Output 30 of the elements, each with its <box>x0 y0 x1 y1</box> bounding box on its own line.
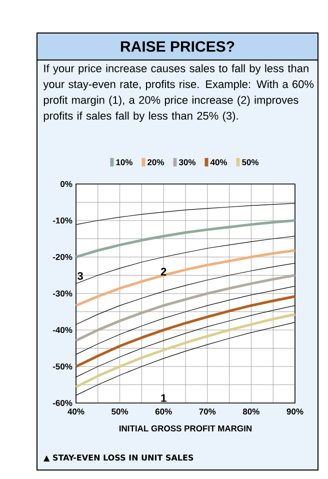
legend-label: 30% <box>178 159 196 166</box>
line-series <box>74 313 296 388</box>
text: ▲ STAY-EVEN LOSS IN UNIT SALES <box>44 454 194 462</box>
y-tick-label: -60% <box>52 400 72 406</box>
chart-title: RAISE PRICES? <box>120 41 234 52</box>
x-tick-label: 80% <box>242 408 260 415</box>
legend-label: 40% <box>210 159 228 166</box>
y-tick-label: -30% <box>52 290 72 297</box>
annotation: 1 <box>161 394 166 402</box>
y-tick-label: -20% <box>52 254 72 260</box>
line-series <box>74 249 296 307</box>
y-tick-label: -50% <box>52 363 72 370</box>
line-series <box>74 274 296 342</box>
line-series <box>74 219 296 258</box>
legend-label: 20% <box>148 159 164 166</box>
x-tick-label: 40% <box>68 408 84 415</box>
x-tick-label: 50% <box>112 408 128 415</box>
x-tick-label: 60% <box>155 408 172 415</box>
y-tick-label: -10% <box>52 218 72 224</box>
y-tick-label: 0% <box>60 181 72 188</box>
annotation: 3 <box>77 272 83 280</box>
x-axis-title: INITIAL GROSS PROFIT MARGIN <box>119 425 252 432</box>
x-tick-label: 90% <box>286 408 304 415</box>
chart-subtitle: If your price increase causes sales to fall by less than your stay-even rate, profits rise. Example: With a 60% profit margin (1), a 20% price increase (2) improves profits if sales fall by less than 25% (3). <box>43 64 314 122</box>
legend-label: 50% <box>242 159 259 166</box>
line-series <box>74 295 296 368</box>
x-tick-label: 70% <box>199 408 216 415</box>
y-tick-label: -40% <box>52 326 72 333</box>
legend-label: 10% <box>116 159 133 166</box>
annotation: 2 <box>160 268 166 276</box>
